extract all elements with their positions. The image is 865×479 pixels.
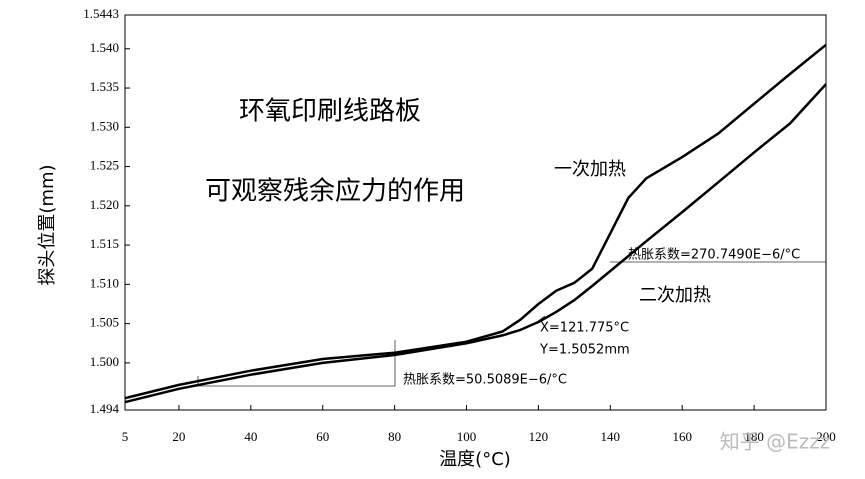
y-tick-label: 1.510 (90, 275, 119, 290)
y-tick-label: 1.540 (90, 40, 119, 55)
x-tick-label: 160 (672, 429, 692, 444)
annotation: Y=1.5052mm (539, 343, 630, 358)
annotation: X=121.775°C (540, 321, 629, 336)
x-tick-label: 140 (601, 429, 621, 444)
series-label: 二次加热 (639, 285, 711, 306)
x-tick-label: 80 (388, 429, 401, 444)
plot-frame (124, 14, 827, 411)
y-tick-label: 1.525 (90, 158, 119, 173)
y-tick-label: 1.515 (90, 236, 119, 251)
y-tick-label: 1.5443 (83, 6, 119, 21)
series-label: 一次加热 (554, 159, 626, 180)
series-line (124, 83, 827, 404)
y-tick-label: 1.500 (90, 354, 119, 369)
annotation: 环氧印刷线路板 (239, 97, 421, 127)
annotation: 热胀系数=50.5089E−6/°C (403, 373, 567, 388)
x-tick-label: 20 (172, 429, 185, 444)
y-tick-label: 1.505 (90, 315, 119, 330)
y-tick-label: 1.520 (90, 197, 119, 212)
y-tick-label: 1.530 (90, 118, 119, 133)
y-tick-label: 1.535 (90, 79, 119, 94)
watermark: 知乎 @Ezzz (720, 430, 831, 454)
x-tick-label: 120 (529, 429, 549, 444)
x-tick-label: 60 (316, 429, 329, 444)
x-tick-label: 180 (744, 429, 764, 444)
x-axis-label: 温度(°C) (439, 449, 511, 470)
x-tick-label: 100 (457, 429, 477, 444)
x-tick-label: 200 (816, 429, 836, 444)
y-tick-label: 1.494 (90, 401, 120, 416)
annotation: 热胀系数=270.7490E−6/°C (628, 248, 800, 263)
series-line (124, 43, 827, 400)
annotation: 可观察残余应力的作用 (205, 177, 465, 207)
x-tick-label: 5 (122, 429, 129, 444)
y-axis-label: 探头位置(mm) (37, 164, 58, 285)
x-tick-label: 40 (244, 429, 257, 444)
